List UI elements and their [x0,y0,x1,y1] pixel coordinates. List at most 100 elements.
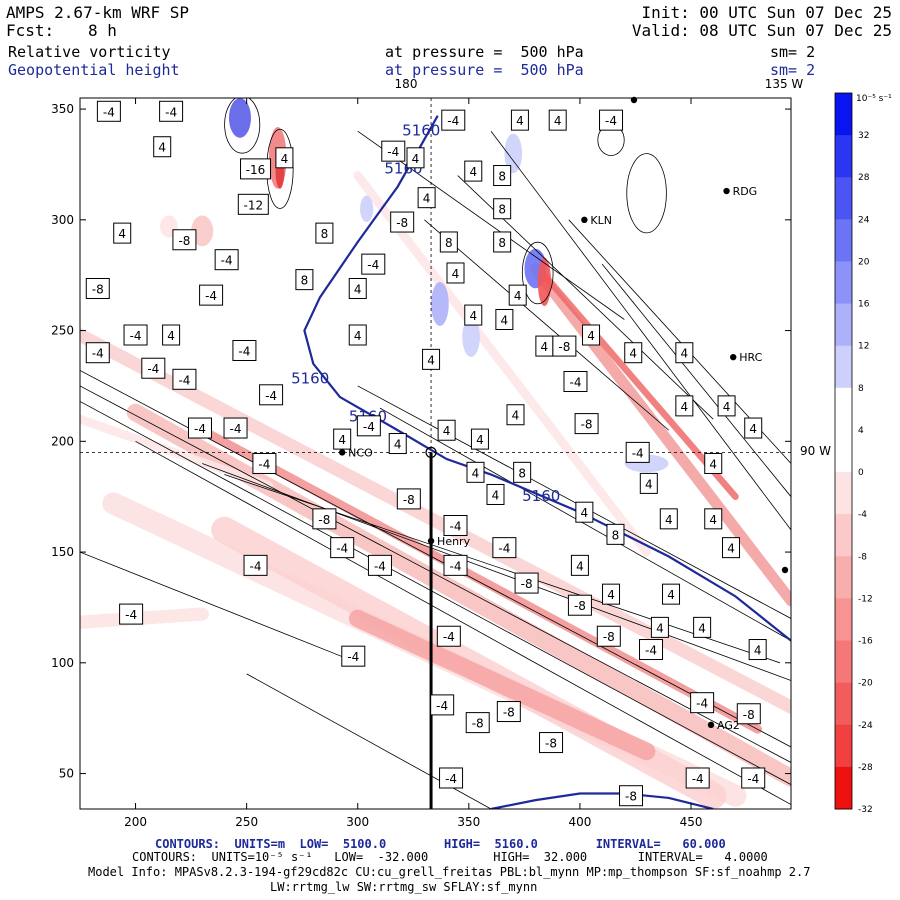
vorticity-contours [80,98,791,809]
field2-name: Geopotential height [8,61,180,79]
contour-label-text: 4 [158,141,166,155]
contour-label-box [388,433,407,455]
contour-label-box [237,193,269,215]
contour-label-text: 4 [681,347,689,361]
contour-label-box [639,472,658,494]
valid-time: Valid: 08 UTC Sun 07 Dec 25 [631,21,892,40]
model-info: Model Info: MPASv8.2.3-194-gf29cd82c CU:… [88,865,811,879]
contour-label-text: 8 [498,203,506,217]
field1-name: Relative vorticity [8,43,171,61]
contour-label-box [187,417,212,439]
vorticity-contour-line [135,440,791,805]
contour-label-text: -4 [450,519,462,533]
contour-label-text: 4 [394,438,402,452]
station-dot [338,449,346,456]
contour-label-text: 4 [541,340,549,354]
contour-label-box [508,284,527,306]
forecast-hour: 8 h [88,21,117,40]
contour-label-text: -4 [147,362,159,376]
colorbar-swatch [835,556,852,599]
contour-label-box [396,488,421,510]
colorbar-swatch [835,472,852,515]
contour-label-box [722,537,741,559]
contour-label-box [443,514,468,536]
contour-label-box [430,694,455,716]
contour-label-box [406,147,425,169]
vorticity-contour-ring [521,241,554,305]
contour-label-box [199,284,224,306]
contour-label-text: 4 [709,457,717,471]
contour-label-box [464,160,483,182]
contour-label-box [315,222,334,244]
contour-label-box [639,639,664,661]
contour-label-text: -4 [747,772,759,786]
station-dot [781,566,789,574]
vorticity-blob [360,195,374,222]
contour-label-text: 4 [581,506,589,520]
vorticity-blob [228,98,251,138]
vorticity-contour-line [424,219,670,431]
colorbar-level: 12 [858,342,869,352]
y-tick-label: 350 [51,102,74,116]
contour-label-text: 4 [412,152,420,166]
contour-label-box [85,277,110,299]
contour-label-text: -4 [443,630,455,644]
contour-label-box [539,732,564,754]
y-tick-label: 250 [51,324,74,338]
contour-label-box [704,452,723,474]
contour-label-text: 4 [576,559,584,573]
contour-label-box [493,231,512,253]
contour-label-box [141,357,166,379]
contour-label-box [252,452,277,474]
contour-label-text: 4 [469,165,477,179]
contour-label-box [567,594,592,616]
colorbar-swatch [835,345,852,389]
contour-label-text: 4 [476,433,484,447]
colorbar-level: 28 [858,173,870,183]
contour-label-box [348,324,367,346]
contour-value-labels: -4 -4 4 -16 -12 4 -8 -4 4 8 8 -4 -8 -4 4 -4 -4 -4 -4 -4 -4 -4… [85,100,767,807]
colorbar-swatch [835,766,852,810]
contour-label-text: -8 [574,599,586,613]
contour-label-text: 4 [665,513,673,527]
contour-label-text: -4 [367,258,379,272]
contour-label-text: -4 [238,345,250,359]
contour-label-box [619,785,644,807]
colorbar-level: -28 [858,763,873,773]
contour-label-text: 8 [498,236,506,250]
contour-label-box [443,554,468,576]
contour-label-text: -4 [130,329,142,343]
vorticity-contour-line [202,463,791,681]
contour-label-box [625,441,650,463]
contour-label-box [495,308,514,330]
contour-label-box [464,304,483,326]
vorticity-band [541,271,739,500]
vorticity-blob [191,215,214,247]
y-tick-label: 50 [59,767,74,781]
contour-label-box [570,554,589,576]
y-tick-label: 100 [51,656,74,670]
contour-label-text: -4 [632,446,644,460]
contour-label-box [390,211,415,233]
contour-label-text: 4 [338,433,346,447]
contour-label-text: -4 [336,542,348,556]
colorbar-swatch [835,682,852,726]
contour-label-text: -4 [103,105,115,119]
colorbar-swatch [835,135,852,178]
field2-smoothing: sm= 2 [770,61,816,79]
contour-label-text: 4 [656,621,664,635]
contour-label-box [341,645,366,667]
contour-label-text: 4 [645,477,653,491]
contour-label-text: 4 [492,488,500,502]
contour-label-box [582,324,601,346]
contour-label-text: -4 [250,559,262,573]
contour-label-box [685,767,710,789]
contour-label-box [330,537,355,559]
contour-label-box [381,140,406,162]
vorticity-band [353,171,651,557]
x-tick-label: 250 [235,815,258,829]
colorbar-swatch [835,177,852,220]
contour-label-text: -4 [645,644,657,658]
contour-label-text: 4 [723,400,731,414]
field2-level: at pressure = 500 hPa [385,61,584,79]
